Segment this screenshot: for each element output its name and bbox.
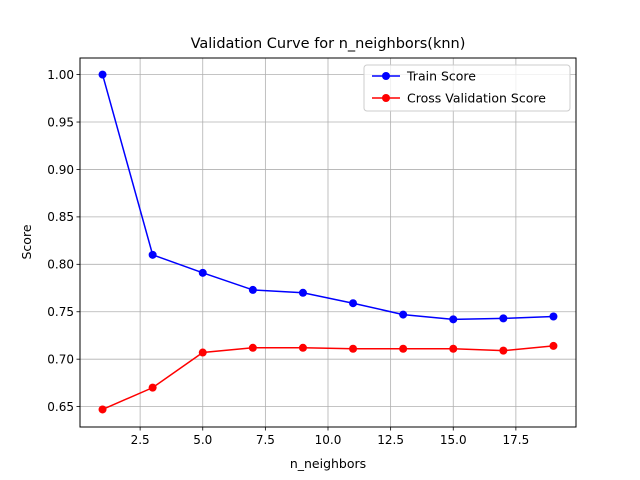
data-point-cv xyxy=(248,343,257,352)
y-axis-label: Score xyxy=(19,224,34,259)
x-tick-label: 5.0 xyxy=(193,433,212,447)
series-line-train xyxy=(101,74,554,321)
data-point-train xyxy=(399,310,408,319)
series xyxy=(98,70,558,414)
axis-ticks: 0.65 0.70 0.75 0.80 0.85 0.90 0.95 1.00 2.5 5.0 7.… xyxy=(47,68,529,447)
legend-entry-cv: Cross Validation Score xyxy=(372,91,546,106)
data-point-cv xyxy=(449,344,458,353)
legend-swatch-train-marker xyxy=(382,72,390,80)
data-point-train xyxy=(298,288,307,297)
chart-title: Validation Curve for n_neighbors(knn) xyxy=(191,36,466,52)
y-tick-label: 0.90 xyxy=(47,163,74,177)
data-point-train xyxy=(449,315,458,324)
data-point-train xyxy=(248,285,257,294)
x-axis-label: n_neighbors xyxy=(290,456,366,471)
x-tick-label: 10.0 xyxy=(315,433,342,447)
legend-swatch-cv-marker xyxy=(382,94,390,102)
x-tick-label: 7.5 xyxy=(256,433,275,447)
data-point-cv xyxy=(349,344,358,353)
series-line-cv xyxy=(102,345,554,411)
data-point-train xyxy=(148,250,157,259)
data-point-train xyxy=(98,70,107,79)
data-point-cv xyxy=(399,344,408,353)
grid xyxy=(80,58,576,427)
legend-label-train: Train Score xyxy=(406,69,476,84)
data-point-train xyxy=(499,314,508,323)
legend-entry-train: Train Score xyxy=(372,69,476,84)
x-tick-label: 15.0 xyxy=(440,433,467,447)
data-point-train xyxy=(198,268,207,277)
x-tick-label: 2.5 xyxy=(131,433,150,447)
y-tick-label: 0.65 xyxy=(47,400,74,414)
data-point-cv xyxy=(198,348,207,357)
data-point-cv xyxy=(148,383,157,392)
y-tick-label: 0.85 xyxy=(47,210,74,224)
x-tick-label: 12.5 xyxy=(377,433,404,447)
legend-box xyxy=(363,64,571,112)
y-tick-label: 0.75 xyxy=(47,305,74,319)
legend-label-cv: Cross Validation Score xyxy=(407,91,546,106)
data-point-train xyxy=(549,312,558,321)
y-tick-label: 0.80 xyxy=(47,258,74,272)
data-point-cv xyxy=(298,343,307,352)
data-point-train xyxy=(349,299,358,308)
x-tick-label: 17.5 xyxy=(503,433,530,447)
legend: Train Score Cross Validation Score xyxy=(363,64,571,112)
y-tick-label: 0.95 xyxy=(47,115,74,129)
y-tick-label: 1.00 xyxy=(47,68,74,82)
data-point-cv xyxy=(549,341,558,350)
y-tick-label: 0.70 xyxy=(47,352,74,366)
data-point-cv xyxy=(98,405,107,414)
data-point-cv xyxy=(499,346,508,355)
